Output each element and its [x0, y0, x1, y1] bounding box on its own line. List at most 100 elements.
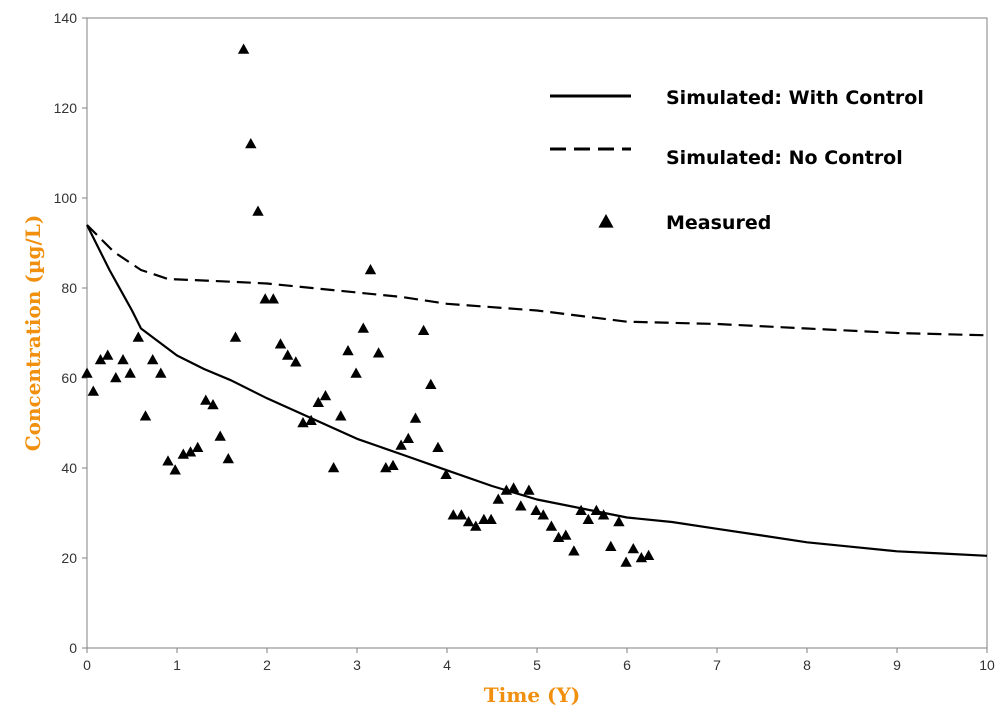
y-tick-label: 20 [61, 550, 77, 566]
measured-point [110, 372, 122, 383]
measured-point [327, 462, 340, 473]
y-tick-label: 60 [61, 370, 77, 386]
measured-point [319, 390, 332, 401]
measured-point [214, 430, 226, 441]
measured-point [335, 410, 347, 421]
measured-point [455, 509, 468, 520]
legend-label: Simulated: With Control [666, 87, 924, 109]
y-tick-label: 120 [54, 100, 78, 116]
measured-point [252, 205, 264, 216]
x-tick-label: 10 [979, 657, 995, 673]
measured-point [350, 367, 362, 378]
measured-point [364, 264, 377, 275]
measured-point [409, 412, 422, 423]
measured-point [259, 293, 271, 304]
measured-point [132, 331, 144, 342]
measured-point [139, 410, 152, 421]
y-tick-label: 100 [54, 190, 78, 206]
x-tick-label: 7 [713, 657, 721, 673]
measured-point [507, 482, 520, 493]
x-tick-label: 1 [173, 657, 181, 673]
measured-point [537, 509, 549, 520]
series-layer [81, 43, 988, 567]
y-tick-label: 40 [61, 460, 77, 476]
measured-point [102, 349, 114, 360]
measured-point [582, 513, 594, 524]
measured-point [117, 354, 129, 365]
measured-point [267, 293, 279, 304]
measured-point [87, 385, 99, 396]
measured-point [155, 367, 167, 378]
measured-point [395, 439, 407, 450]
measured-point [605, 540, 617, 551]
x-tick-label: 2 [263, 657, 271, 673]
x-tick-label: 6 [623, 657, 631, 673]
measured-point [342, 345, 354, 356]
x-tick-label: 9 [893, 657, 901, 673]
measured-point [237, 43, 250, 54]
y-tick-label: 80 [61, 280, 77, 296]
legend-marker-measured [598, 214, 614, 228]
measured-point [523, 484, 535, 495]
measured-point [357, 322, 369, 333]
measured-point [372, 347, 385, 358]
x-tick-label: 4 [443, 657, 451, 673]
measured-point [124, 367, 136, 378]
y-axis-ticks: 0 20 40 60 80 100 120 140 [54, 10, 87, 656]
series-measured [81, 43, 655, 567]
legend: Simulated: With Control Simulated: No Con… [550, 87, 924, 234]
measured-point [613, 516, 625, 527]
x-axis-title: Time (Y) [484, 683, 581, 707]
measured-point [568, 545, 580, 556]
measured-point [222, 453, 234, 464]
y-tick-label: 0 [69, 640, 77, 656]
measured-point [387, 459, 399, 470]
measured-point [432, 441, 444, 452]
plot-area [86, 17, 988, 649]
series-with-control-line [86, 224, 988, 557]
measured-point [147, 354, 159, 365]
measured-point [184, 446, 197, 457]
measured-point [515, 500, 527, 511]
measured-point [575, 504, 587, 515]
legend-label: Simulated: No Control [666, 147, 903, 169]
x-tick-label: 0 [83, 657, 91, 673]
measured-point [545, 520, 558, 531]
measured-point [417, 324, 430, 335]
measured-point [402, 432, 414, 443]
measured-point [485, 513, 497, 524]
measured-point [440, 468, 452, 479]
series-no-control-line [86, 224, 988, 337]
measured-point [229, 331, 242, 342]
measured-point [162, 455, 174, 466]
legend-label: Measured [666, 212, 771, 234]
x-axis-ticks: 0 1 2 3 4 5 6 7 8 9 10 [83, 648, 995, 673]
measured-point [305, 414, 317, 425]
measured-point [274, 338, 287, 349]
measured-point [447, 509, 459, 520]
measured-point [207, 399, 219, 410]
y-tick-label: 140 [54, 10, 78, 26]
measured-point [290, 356, 302, 367]
measured-point [620, 556, 632, 567]
measured-point [245, 138, 257, 149]
measured-point [312, 396, 324, 407]
measured-point [560, 529, 572, 540]
x-tick-label: 3 [353, 657, 361, 673]
measured-point [94, 354, 107, 365]
x-tick-label: 8 [803, 657, 811, 673]
measured-point [478, 513, 490, 524]
x-tick-label: 5 [533, 657, 541, 673]
measured-point [597, 509, 610, 520]
measured-point [200, 394, 212, 405]
measured-point [492, 493, 504, 504]
measured-point [282, 349, 294, 360]
measured-point [425, 378, 437, 389]
measured-point [169, 464, 181, 475]
measured-point [530, 504, 542, 515]
measured-point [642, 549, 655, 560]
measured-point [81, 367, 93, 378]
measured-point [627, 543, 639, 554]
measured-point [590, 504, 603, 515]
